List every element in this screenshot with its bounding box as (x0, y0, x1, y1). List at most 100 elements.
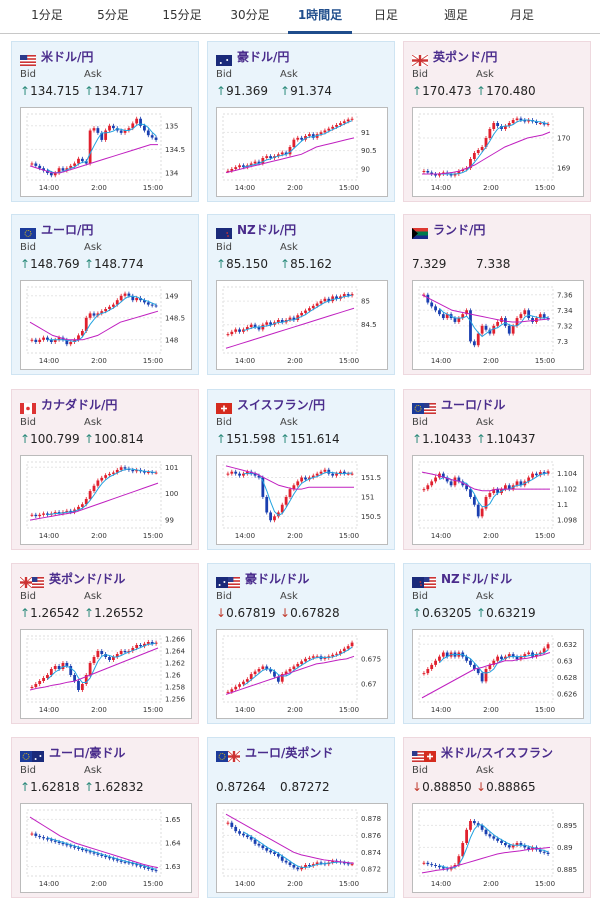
candle (88, 130, 92, 164)
rate-card[interactable]: NZドル/ドル Bid Ask ↑0.63205 ↑0.63219 0.632 0… (403, 563, 591, 724)
candle (34, 514, 38, 517)
currency-pair-name[interactable]: ランド/円 (433, 222, 486, 237)
tab-1[interactable]: 5分足 (97, 8, 129, 22)
candle (335, 653, 338, 655)
rate-card[interactable]: NZドル/円 Bid Ask ↑85.150 ↑85.162 85 84.5 14:… (207, 214, 395, 375)
price-chart[interactable]: 91 90.5 90 14:00 2:00 15:00 (216, 107, 388, 197)
ask-label: Ask (84, 417, 102, 428)
candle (542, 314, 546, 319)
currency-pair-name[interactable]: 米ドル/スイスフラン (441, 745, 554, 760)
rate-card[interactable]: 米ドル/円 Bid Ask ↑134.715 ↑134.717 135 134.5… (11, 41, 199, 202)
arrow-up-icon: ↑ (216, 432, 227, 446)
price-chart[interactable]: 149 148.5 148 14:00 2:00 15:00 (20, 280, 192, 370)
card-title[interactable]: ランド/円 (412, 221, 486, 239)
x-tick-label: 14:00 (235, 184, 255, 192)
price-chart[interactable]: 0.895 0.89 0.885 14:00 2:00 15:00 (412, 803, 584, 893)
candle (323, 469, 327, 472)
currency-pair-name[interactable]: NZドル/ドル (441, 571, 513, 586)
candle (57, 512, 61, 514)
currency-pair-name[interactable]: スイスフラン/円 (237, 397, 326, 412)
card-title[interactable]: スイスフラン/円 (216, 396, 326, 414)
candle (131, 469, 135, 472)
card-title[interactable]: ユーロ/豪ドル (20, 744, 126, 762)
rate-card[interactable]: スイスフラン/円 Bid Ask ↑151.598 ↑151.614 151.5… (207, 389, 395, 550)
candle (127, 128, 131, 131)
card-title[interactable]: 米ドル/円 (20, 48, 94, 66)
candle (500, 656, 503, 660)
rate-card[interactable]: 英ポンド/ドル Bid Ask ↑1.26542 ↑1.26552 1.266 1… (11, 563, 199, 724)
rate-card[interactable]: 米ドル/スイスフラン Bid Ask ↓0.88850 ↓0.88865 0.8… (403, 737, 591, 898)
tab-7[interactable]: 月足 (509, 8, 534, 22)
card-title[interactable]: 米ドル/スイスフラン (412, 744, 554, 762)
currency-pair-name[interactable]: 英ポンド/ドル (49, 571, 126, 586)
candle (49, 839, 53, 841)
candle (257, 161, 261, 164)
price-chart[interactable]: 7.36 7.34 7.32 7.3 14:00 2:00 15:00 (412, 280, 584, 370)
y-tick-label: 169 (557, 165, 570, 173)
price-chart[interactable]: 85 84.5 14:00 2:00 15:00 (216, 280, 388, 370)
currency-pair-name[interactable]: 米ドル/円 (41, 49, 94, 64)
card-title[interactable]: NZドル/円 (216, 221, 297, 239)
currency-pair-name[interactable]: ユーロ/円 (41, 222, 94, 237)
candle (69, 165, 73, 169)
rate-card[interactable]: 豪ドル/ドル Bid Ask ↓0.67819 ↓0.67828 0.675 0.… (207, 563, 395, 724)
rate-card[interactable]: ユーロ/英ポンド 0.87264 0.87272 0.878 0.876 0.874… (207, 737, 395, 898)
currency-pair-name[interactable]: NZドル/円 (237, 222, 297, 237)
price-chart[interactable]: 0.878 0.876 0.874 0.872 14:00 2:00 15:00 (216, 803, 388, 893)
price-chart[interactable]: 151.5 151 150.5 14:00 2:00 15:00 (216, 455, 388, 545)
card-title[interactable]: NZドル/ドル (412, 570, 513, 588)
currency-pair-name[interactable]: 豪ドル/ドル (245, 571, 310, 586)
arrow-down-icon: ↓ (280, 606, 291, 620)
arrow-up-icon: ↑ (84, 432, 95, 446)
card-title[interactable]: 英ポンド/ドル (19, 570, 126, 588)
rate-card[interactable]: 英ポンド/円 Bid Ask ↑170.473 ↑170.480 170 169 1… (403, 41, 591, 202)
price-chart[interactable]: 135 134.5 134 14:00 2:00 15:00 (20, 107, 192, 197)
candle (88, 313, 92, 318)
arrow-up-icon: ↑ (280, 257, 291, 271)
candle (111, 125, 115, 129)
rate-card[interactable]: ユーロ/豪ドル Bid Ask ↑1.62818 ↑1.62832 1.65 1.… (11, 737, 199, 898)
currency-pair-name[interactable]: カナダドル/円 (41, 397, 118, 412)
candle (69, 666, 73, 675)
currency-pair-name[interactable]: 豪ドル/円 (237, 49, 290, 64)
card-title[interactable]: 豪ドル/ドル (216, 570, 310, 588)
price-chart[interactable]: 101 100 99 14:00 2:00 15:00 (20, 455, 192, 545)
rate-card[interactable]: ランド/円 7.329 7.338 7.36 7.34 7.32 7.3 14:00 2:… (403, 214, 591, 375)
tab-3[interactable]: 30分足 (230, 8, 270, 22)
candle (146, 130, 150, 136)
currency-pair-name[interactable]: ユーロ/英ポンド (245, 745, 334, 760)
tab-4[interactable]: 1時間足 (288, 0, 352, 34)
price-chart[interactable]: 170 169 14:00 2:00 15:00 (412, 107, 584, 197)
candle (276, 676, 280, 682)
candle (503, 485, 507, 490)
price-chart[interactable]: 1.104 1.102 1.1 1.098 14:00 2:00 15:00 (412, 455, 584, 545)
card-title[interactable]: 英ポンド/円 (411, 48, 498, 66)
card-title[interactable]: ユーロ/英ポンド (216, 744, 334, 762)
tab-5[interactable]: 日足 (373, 8, 398, 22)
card-title[interactable]: ユーロ/円 (20, 221, 94, 239)
rate-card[interactable]: カナダドル/円 Bid Ask ↑100.799 ↑100.814 101 100… (11, 389, 199, 550)
tab-6[interactable]: 週足 (443, 8, 468, 22)
currency-pair-name[interactable]: 英ポンド/円 (433, 49, 498, 64)
card-title[interactable]: 豪ドル/円 (216, 48, 290, 66)
candle (315, 656, 319, 658)
currency-pair-name[interactable]: ユーロ/豪ドル (49, 745, 126, 760)
tab-2[interactable]: 15分足 (162, 8, 202, 22)
candle (492, 325, 496, 334)
card-title[interactable]: カナダドル/円 (20, 396, 118, 414)
ask-value-wrap: ↑85.162 (280, 257, 332, 271)
price-chart[interactable]: 0.632 0.63 0.628 0.626 14:00 2:00 15:00 (412, 629, 584, 719)
tab-0[interactable]: 1分足 (31, 8, 63, 22)
price-chart[interactable]: 0.675 0.67 14:00 2:00 15:00 (216, 629, 388, 719)
candle (115, 654, 119, 657)
price-chart[interactable]: 1.65 1.64 1.63 14:00 2:00 15:00 (20, 803, 192, 893)
rate-card[interactable]: ユーロ/円 Bid Ask ↑148.769 ↑148.774 149 148.5… (11, 214, 199, 375)
price-chart[interactable]: 1.266 1.264 1.262 1.26 1.258 1.256 14:00 2:00 15… (20, 629, 192, 719)
currency-pair-name[interactable]: ユーロ/ドル (441, 397, 506, 412)
candle (323, 130, 327, 133)
bid-label: Bid (20, 765, 36, 776)
rate-card[interactable]: ユーロ/ドル Bid Ask ↑1.10433 ↑1.10437 1.104 1.… (403, 389, 591, 550)
rate-card[interactable]: 豪ドル/円 Bid Ask ↑91.369 ↑91.374 91 90.5 90 14… (207, 41, 395, 202)
y-tick-label: 134.5 (165, 146, 185, 154)
card-title[interactable]: ユーロ/ドル (412, 396, 506, 414)
